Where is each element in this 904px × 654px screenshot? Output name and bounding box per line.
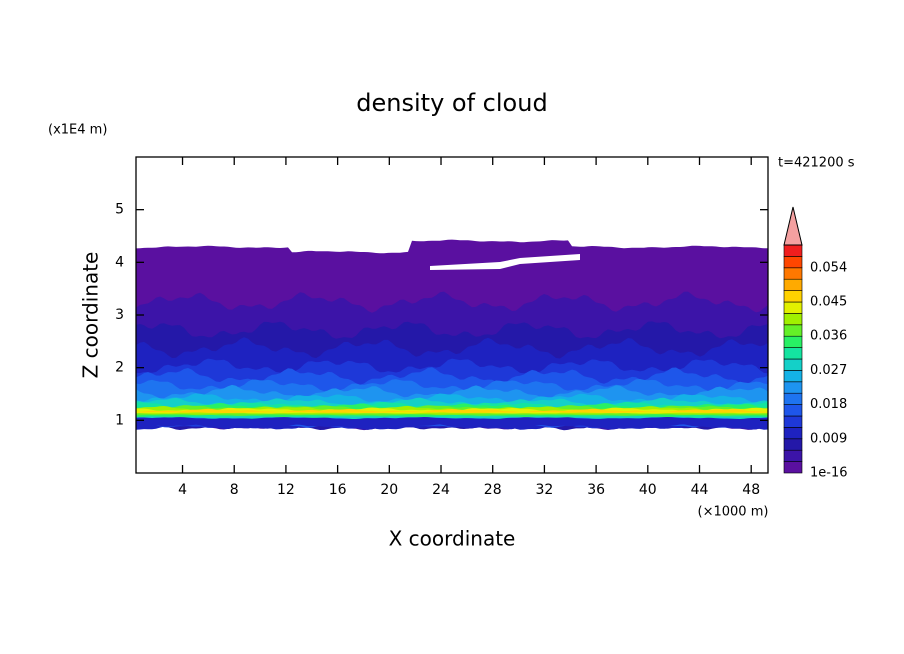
contour-region xyxy=(136,417,768,430)
x-tick-label: 48 xyxy=(742,482,760,498)
colorbar-tick-label: 0.036 xyxy=(810,329,847,344)
time-annotation: t=421200 s xyxy=(778,156,855,171)
colorbar-swatch xyxy=(783,290,803,303)
colorbar-tick-label: 0.027 xyxy=(810,363,847,378)
chart-title: density of cloud xyxy=(356,89,547,117)
colorbar-swatch xyxy=(783,324,803,337)
colorbar-swatch xyxy=(783,381,803,394)
colorbar-swatch xyxy=(783,449,803,462)
x-tick-label: 20 xyxy=(380,482,398,498)
colorbar-swatch xyxy=(783,461,803,474)
x-unit: (×1000 m) xyxy=(698,505,769,520)
y-tick-label: 2 xyxy=(115,360,124,376)
y-tick-label: 5 xyxy=(115,202,124,218)
colorbar-swatch xyxy=(783,415,803,428)
colorbar-swatch xyxy=(783,313,803,326)
colorbar-swatch xyxy=(783,404,803,417)
x-tick-label: 24 xyxy=(432,482,450,498)
colorbar-swatch xyxy=(783,244,803,257)
x-tick-label: 28 xyxy=(484,482,502,498)
x-axis-label: X coordinate xyxy=(389,527,516,551)
colorbar-tick-label: 0.018 xyxy=(810,397,847,412)
y-axis-label: Z coordinate xyxy=(79,252,103,379)
colorbar-swatch xyxy=(783,438,803,451)
x-tick-label: 8 xyxy=(230,482,239,498)
x-tick-label: 16 xyxy=(329,482,347,498)
contour-region xyxy=(136,408,768,413)
y-tick-label: 1 xyxy=(115,412,124,428)
y-tick-label: 3 xyxy=(115,307,124,323)
x-tick-label: 32 xyxy=(535,482,553,498)
x-tick-label: 44 xyxy=(691,482,709,498)
colorbar-tick-label: 0.009 xyxy=(810,431,847,446)
colorbar-tick-label: 0.054 xyxy=(810,260,847,275)
colorbar-swatch xyxy=(783,301,803,314)
colorbar-tick-label: 0.045 xyxy=(810,295,847,310)
colorbar-swatch xyxy=(783,358,803,371)
colorbar-swatch xyxy=(783,335,803,348)
colorbar-extension xyxy=(783,206,803,246)
colorbar-swatch xyxy=(783,347,803,360)
colorbar-swatch xyxy=(783,427,803,440)
x-tick-label: 36 xyxy=(587,482,605,498)
colorbar-tick-label: 1e-16 xyxy=(810,466,848,481)
colorbar-swatch xyxy=(783,392,803,405)
contour-field xyxy=(136,239,768,431)
empty-region xyxy=(430,254,580,270)
x-tick-label: 4 xyxy=(178,482,187,498)
x-tick-label: 40 xyxy=(639,482,657,498)
y-unit: (x1E4 m) xyxy=(48,123,107,138)
colorbar-swatch xyxy=(783,278,803,291)
x-tick-label: 12 xyxy=(277,482,295,498)
colorbar-swatch xyxy=(783,370,803,383)
colorbar-swatch xyxy=(783,256,803,269)
colorbar-swatch xyxy=(783,267,803,280)
y-tick-label: 4 xyxy=(115,254,124,270)
